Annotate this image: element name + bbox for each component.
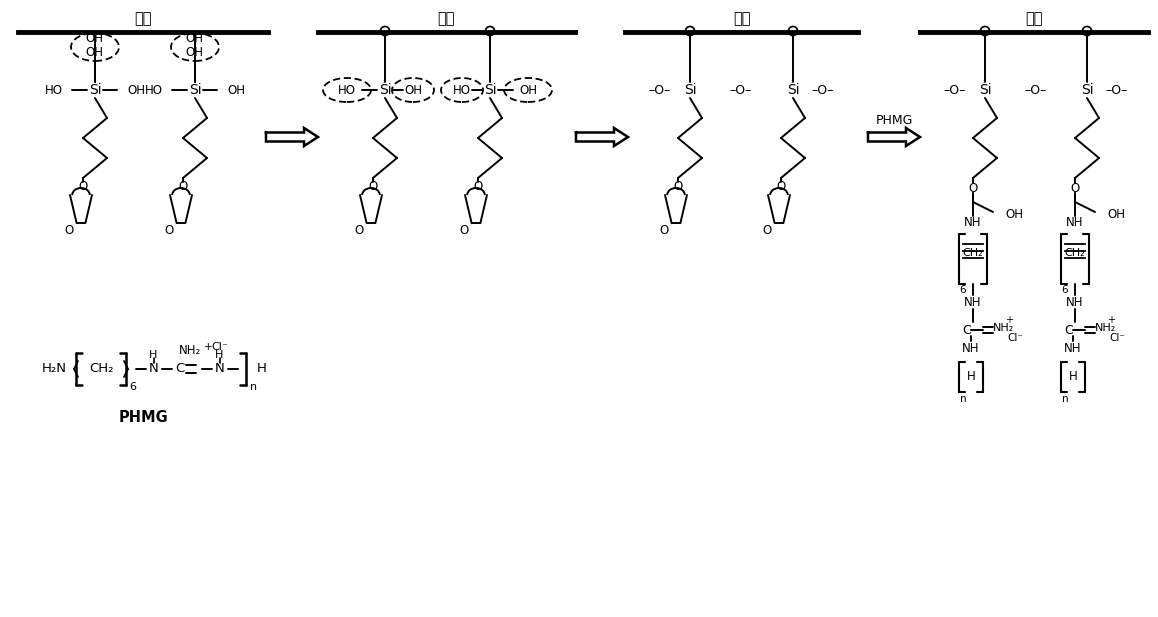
Text: O: O xyxy=(968,181,977,194)
Text: H: H xyxy=(215,350,223,360)
Text: O: O xyxy=(474,181,483,194)
Text: Si: Si xyxy=(379,83,391,97)
Text: CH₂: CH₂ xyxy=(90,363,115,376)
Text: 6: 6 xyxy=(130,382,137,392)
Text: H: H xyxy=(1069,370,1077,384)
Text: Si: Si xyxy=(484,83,497,97)
Text: 织物: 织物 xyxy=(733,12,750,27)
Text: O: O xyxy=(65,225,74,238)
Text: Si: Si xyxy=(89,83,101,97)
Text: –O–: –O– xyxy=(944,83,966,96)
Text: OH: OH xyxy=(1107,207,1126,220)
Text: OH: OH xyxy=(85,33,103,46)
Text: O: O xyxy=(79,181,88,194)
Text: NH: NH xyxy=(965,296,982,308)
Text: HO: HO xyxy=(453,83,471,96)
Text: NH₂: NH₂ xyxy=(992,323,1013,333)
Text: Si: Si xyxy=(979,83,991,97)
Text: O: O xyxy=(178,181,188,194)
Text: O: O xyxy=(673,181,682,194)
Text: Si: Si xyxy=(189,83,201,97)
Text: H: H xyxy=(257,363,267,376)
Text: C: C xyxy=(175,363,184,376)
Text: 6: 6 xyxy=(1062,285,1069,295)
Text: C: C xyxy=(962,323,972,336)
Text: n: n xyxy=(960,394,966,404)
Text: 织物: 织物 xyxy=(134,12,152,27)
Text: Si: Si xyxy=(1080,83,1093,97)
Text: –O–: –O– xyxy=(1025,83,1047,96)
Text: OH: OH xyxy=(185,33,203,46)
Text: H: H xyxy=(149,350,157,360)
Text: C: C xyxy=(1064,323,1073,336)
Text: n: n xyxy=(250,382,257,392)
Text: O: O xyxy=(1070,181,1079,194)
Text: –O–: –O– xyxy=(1106,83,1128,96)
Text: OH: OH xyxy=(127,83,145,96)
Text: O: O xyxy=(460,225,469,238)
Text: N: N xyxy=(149,363,159,376)
Text: O: O xyxy=(762,225,771,238)
Text: NH: NH xyxy=(1067,217,1084,230)
Text: NH: NH xyxy=(965,217,982,230)
Text: –O–: –O– xyxy=(812,83,834,96)
Text: NH: NH xyxy=(1067,296,1084,308)
Text: CH₂: CH₂ xyxy=(962,248,983,258)
Text: Cl⁻: Cl⁻ xyxy=(212,342,228,352)
Text: Cl⁻: Cl⁻ xyxy=(1109,333,1124,343)
Text: OH: OH xyxy=(227,83,245,96)
Text: 织物: 织物 xyxy=(1025,12,1042,27)
Text: H₂N: H₂N xyxy=(42,363,67,376)
Text: N: N xyxy=(215,363,225,376)
Text: 织物: 织物 xyxy=(438,12,455,27)
Text: O: O xyxy=(354,225,364,238)
Text: +: + xyxy=(1107,315,1115,325)
Text: OH: OH xyxy=(519,83,537,96)
Text: PHMG: PHMG xyxy=(119,410,169,424)
Text: O: O xyxy=(659,225,668,238)
Text: OH: OH xyxy=(1005,207,1023,220)
Text: O: O xyxy=(776,181,785,194)
Text: NH₂: NH₂ xyxy=(178,344,201,357)
Text: NH₂: NH₂ xyxy=(1094,323,1115,333)
Text: OH: OH xyxy=(404,83,422,96)
Text: Si: Si xyxy=(683,83,696,97)
Text: O: O xyxy=(368,181,378,194)
Text: +: + xyxy=(204,342,212,352)
Text: Cl⁻: Cl⁻ xyxy=(1007,333,1023,343)
Text: 6: 6 xyxy=(960,285,966,295)
Text: –O–: –O– xyxy=(648,83,672,96)
Text: Si: Si xyxy=(786,83,799,97)
Text: –O–: –O– xyxy=(730,83,753,96)
Text: OH: OH xyxy=(85,46,103,59)
Text: OH: OH xyxy=(185,46,203,59)
Text: CH₂: CH₂ xyxy=(1064,248,1085,258)
Text: HO: HO xyxy=(338,83,356,96)
Text: NH: NH xyxy=(962,341,980,355)
Text: PHMG: PHMG xyxy=(875,115,913,128)
Text: HO: HO xyxy=(145,83,163,96)
Text: HO: HO xyxy=(45,83,63,96)
Text: NH: NH xyxy=(1064,341,1082,355)
Text: O: O xyxy=(164,225,174,238)
Text: H: H xyxy=(967,370,975,384)
Text: +: + xyxy=(1005,315,1013,325)
Text: n: n xyxy=(1062,394,1069,404)
